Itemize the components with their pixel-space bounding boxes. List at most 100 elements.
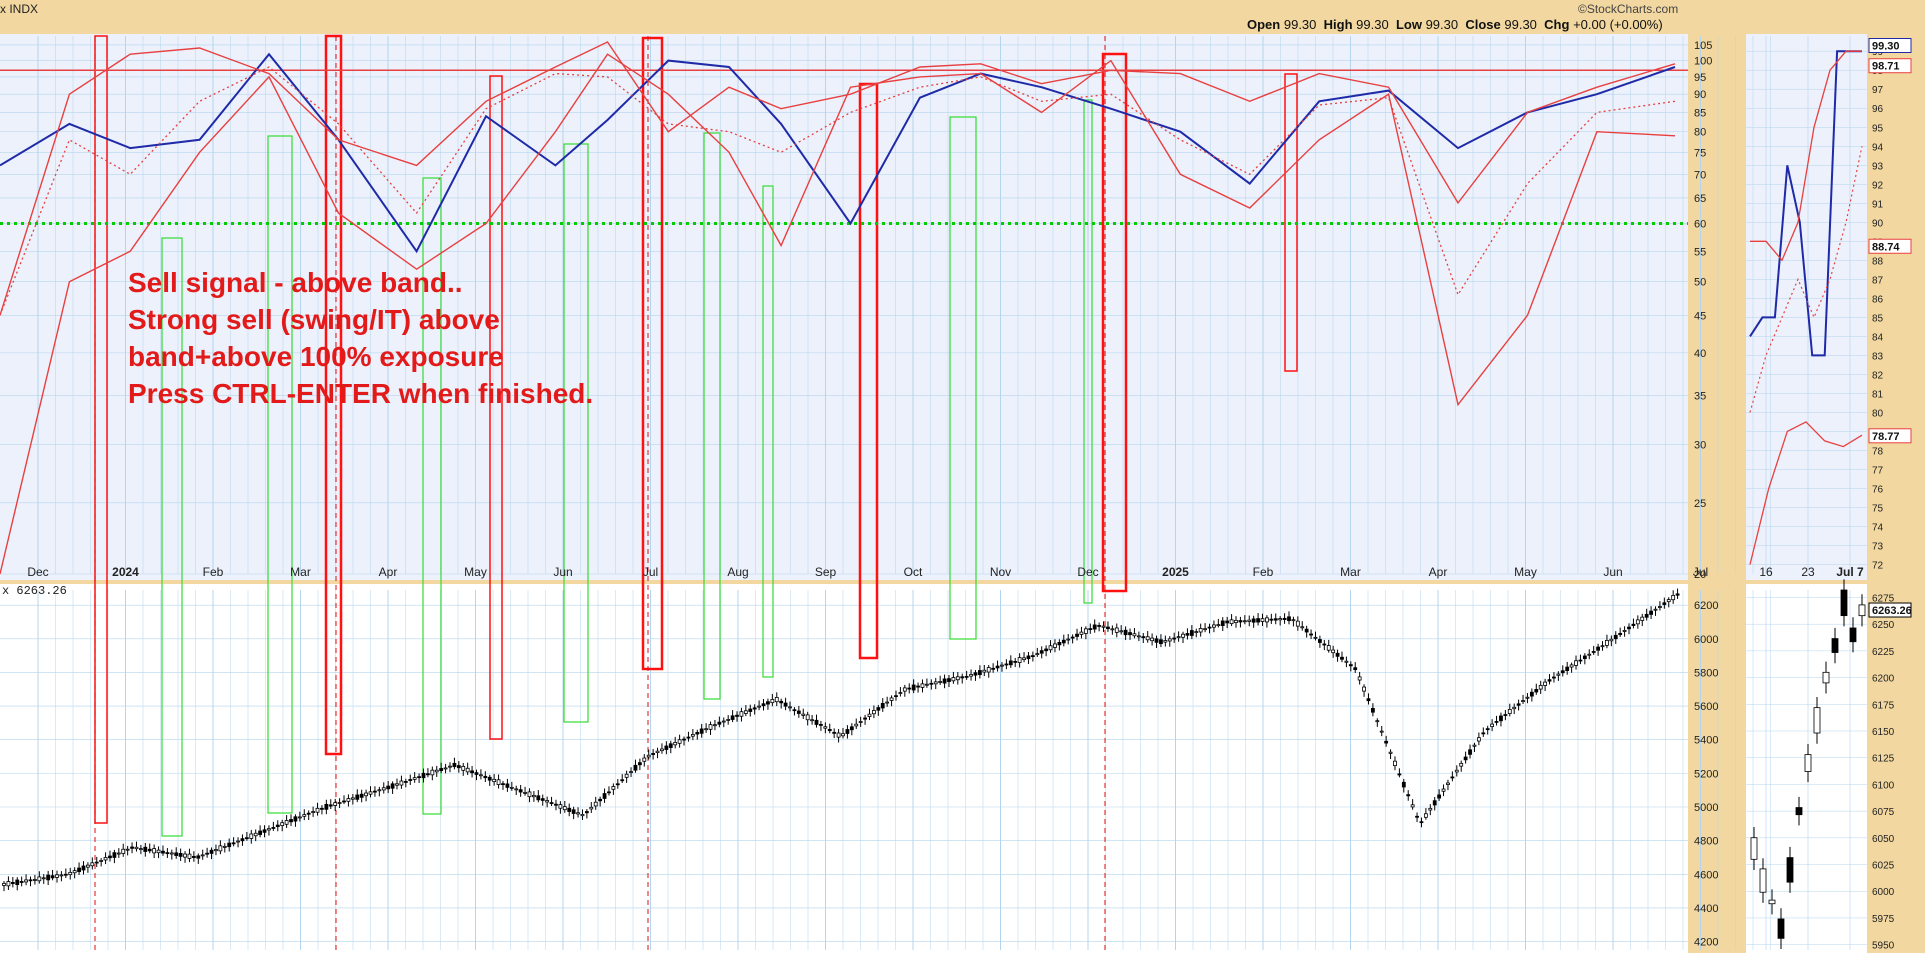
price-candle-body [1265, 617, 1269, 623]
price-candle-body [116, 852, 121, 855]
price-candle-body [1119, 630, 1124, 633]
price-candle-body [1635, 619, 1640, 625]
price-candle-body [1154, 638, 1159, 643]
inset-price-candle-body [1804, 754, 1812, 772]
price-candle-body [408, 779, 413, 781]
price-candle-body [1079, 631, 1084, 635]
sell-signal-box [489, 75, 503, 740]
inset-y-tick-label: 95 [1872, 123, 1884, 134]
x-tick-label: Mar [1340, 565, 1361, 579]
price-candle-body [112, 852, 117, 858]
ticker-label: x INDX [0, 2, 39, 16]
price-candle-body [933, 681, 938, 685]
price-candle-body [558, 804, 563, 809]
price-candle-body [562, 806, 567, 811]
price-candle-body [1123, 629, 1128, 636]
price-candle-body [474, 772, 479, 775]
price-candle-body [938, 681, 943, 683]
price-candle-body [501, 783, 505, 786]
price-candle-body [1534, 689, 1539, 693]
price-candle-body [1468, 749, 1472, 755]
price-candle-body [955, 676, 960, 681]
low-value: 99.30 [1425, 17, 1459, 32]
price-candle-body [947, 678, 951, 682]
price-candle-body [849, 726, 854, 731]
price-candle-body [178, 853, 183, 857]
price-candle-body [218, 845, 223, 852]
price-candle-body [28, 879, 33, 882]
price-candle-body [951, 677, 956, 682]
price-candle-body [324, 803, 329, 810]
y-tick-label: 4800 [1694, 836, 1718, 848]
price-candle-body [642, 757, 647, 762]
inset-y-tick-label: 86 [1872, 294, 1884, 305]
price-candle-body [1181, 633, 1185, 638]
x-tick-label: Sep [815, 565, 837, 579]
price-candle-body [1516, 703, 1521, 706]
price-candle-body [549, 802, 554, 804]
buy-signal-box [267, 135, 293, 814]
price-candle-body [373, 790, 377, 793]
price-candle-body [1613, 634, 1618, 640]
price-candle-body [505, 783, 510, 788]
x-tick-label: 2024 [112, 565, 139, 579]
price-candle-body [483, 775, 488, 779]
price-candle-body [690, 733, 695, 737]
price-candle-body [898, 692, 903, 694]
price-candle-body [779, 700, 784, 704]
price-candle-body [448, 765, 452, 768]
price-candle-body [1234, 619, 1238, 623]
price-candle-body [103, 857, 108, 861]
inset-y-tick-label: 6050 [1872, 834, 1895, 845]
price-candle-body [200, 854, 205, 857]
price-candle-body [24, 879, 28, 883]
price-candle-body [470, 770, 474, 774]
price-candle-body [540, 798, 545, 801]
price-candle-body [523, 792, 527, 794]
price-candle-body [403, 781, 408, 783]
price-candle-body [1044, 648, 1049, 652]
price-candle-body [1256, 618, 1260, 623]
price-candle-body [894, 695, 898, 698]
ohlc-readout: Open 99.30 High 99.30 Low 99.30 Close 99… [1247, 17, 1663, 32]
price-candle-body [1490, 723, 1495, 727]
price-candle-body [589, 806, 594, 810]
price-candle-body [417, 776, 421, 779]
price-candle-body [1282, 617, 1287, 620]
price-candle-body [721, 720, 726, 723]
price-candle-body [739, 711, 744, 717]
inset-y-tick-label: 73 [1872, 541, 1884, 552]
x-tick-label: Nov [990, 565, 1011, 579]
price-candle-body [271, 827, 276, 829]
x-tick-label: Dec [1077, 565, 1098, 579]
price-candle-body [576, 812, 580, 815]
inset-indicator-line [1749, 50, 1862, 357]
price-candle-body [492, 778, 497, 782]
price-candle-body [1198, 628, 1203, 633]
inset-x-tick-label: 23 [1801, 565, 1815, 579]
price-candle-body [1552, 676, 1556, 679]
price-candle-body [699, 728, 704, 734]
price-candle-body [823, 726, 828, 729]
buy-signal-box [161, 237, 183, 837]
y-tick-label: 5600 [1694, 701, 1718, 713]
y-tick-label: 5000 [1694, 802, 1718, 814]
price-candle-body [399, 780, 404, 786]
price-candle-body [748, 708, 753, 712]
indicator-series-line [0, 66, 1676, 316]
price-candle-body [1653, 608, 1658, 611]
price-candle-body [607, 791, 611, 794]
y-tick-label: 105 [1694, 40, 1712, 52]
price-candle-body [1066, 638, 1071, 641]
price-candle-body [1163, 640, 1168, 643]
price-candle-body [1008, 660, 1013, 666]
price-candle-body [6, 881, 11, 887]
price-candle-body [258, 830, 263, 835]
value-badges: 99.30 98.71 88.74 78.77 6263.26 [1868, 38, 1912, 618]
x-tick-label: 2025 [1162, 565, 1189, 579]
price-candle-body [1141, 636, 1146, 639]
y-tick-label: 100 [1694, 56, 1712, 68]
price-candle-body [1503, 714, 1508, 716]
price-candle-body [152, 848, 157, 854]
price-candle-body [1039, 650, 1044, 654]
